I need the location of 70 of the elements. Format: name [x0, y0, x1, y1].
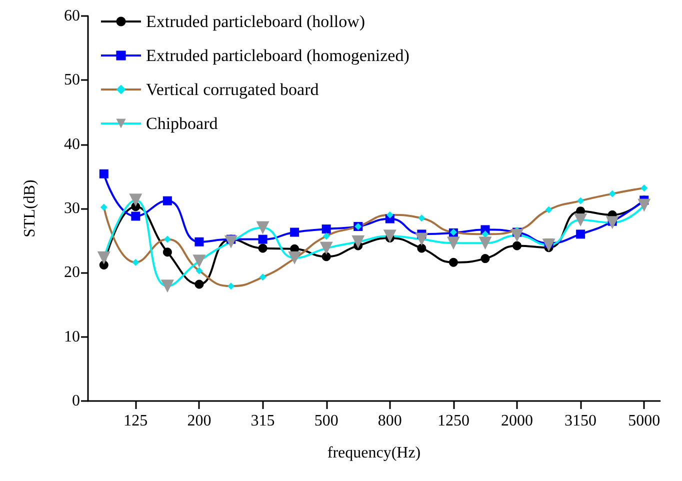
- point: [415, 232, 428, 246]
- point: [383, 230, 396, 243]
- point: [256, 221, 270, 234]
- point: [99, 169, 108, 178]
- point: [196, 267, 203, 274]
- x-tick-label: 315: [250, 412, 275, 430]
- y-tick-label: 10: [64, 328, 80, 346]
- legend-label: Extruded particleboard (homogenized): [146, 46, 410, 65]
- point: [132, 258, 140, 266]
- point: [448, 258, 458, 267]
- point: [322, 252, 331, 262]
- x-tick-label: 500: [314, 412, 338, 430]
- point: [322, 232, 330, 240]
- point: [640, 184, 648, 192]
- point: [545, 206, 552, 214]
- point: [352, 235, 365, 248]
- point: [129, 194, 142, 207]
- point: [192, 254, 206, 268]
- point: [164, 236, 171, 243]
- x-tick-label: 125: [124, 412, 148, 430]
- point: [320, 242, 333, 255]
- legend-label: Extruded particleboard (hollow): [146, 12, 366, 31]
- point: [482, 230, 489, 238]
- point: [608, 190, 616, 198]
- point: [228, 282, 234, 290]
- y-axis-title: STL(dB): [22, 180, 38, 238]
- point: [258, 244, 268, 253]
- point: [162, 248, 172, 257]
- y-tick-label: 40: [64, 136, 80, 153]
- x-tick-label: 5000: [628, 412, 660, 430]
- point: [606, 216, 619, 230]
- y-tick-label: 60: [64, 8, 80, 24]
- point: [100, 204, 108, 211]
- x-tick-label: 1250: [437, 412, 470, 430]
- point: [131, 212, 140, 221]
- x-tick-label: 800: [378, 412, 402, 430]
- point: [288, 251, 302, 264]
- point: [162, 196, 172, 206]
- point: [574, 214, 588, 227]
- point: [638, 198, 651, 212]
- point: [322, 224, 331, 234]
- y-tick-label: 30: [64, 200, 80, 217]
- point: [160, 280, 174, 293]
- y-tick-label: 50: [64, 72, 80, 89]
- legend-label: Vertical corrugated board: [146, 80, 320, 99]
- legend-label: Chipboard: [146, 114, 218, 133]
- point: [510, 228, 524, 242]
- point: [418, 214, 426, 222]
- y-tick-label: 0: [72, 392, 80, 410]
- x-tick-label: 3150: [564, 412, 597, 430]
- point: [194, 280, 204, 289]
- x-axis-title: frequency(Hz): [327, 444, 421, 462]
- point: [480, 254, 490, 264]
- point: [259, 274, 266, 281]
- x-tick-label: 200: [187, 412, 212, 430]
- point: [258, 234, 268, 244]
- y-tick-label: 20: [64, 264, 80, 282]
- point: [386, 211, 394, 218]
- point: [446, 236, 460, 250]
- point: [542, 238, 556, 252]
- point: [478, 236, 492, 250]
- point: [97, 251, 110, 264]
- x-tick-label: 2000: [501, 412, 533, 430]
- point: [194, 237, 204, 246]
- point: [417, 244, 426, 253]
- point: [577, 197, 584, 204]
- point: [290, 228, 300, 237]
- point: [224, 235, 238, 248]
- point: [512, 241, 522, 250]
- point: [576, 230, 586, 239]
